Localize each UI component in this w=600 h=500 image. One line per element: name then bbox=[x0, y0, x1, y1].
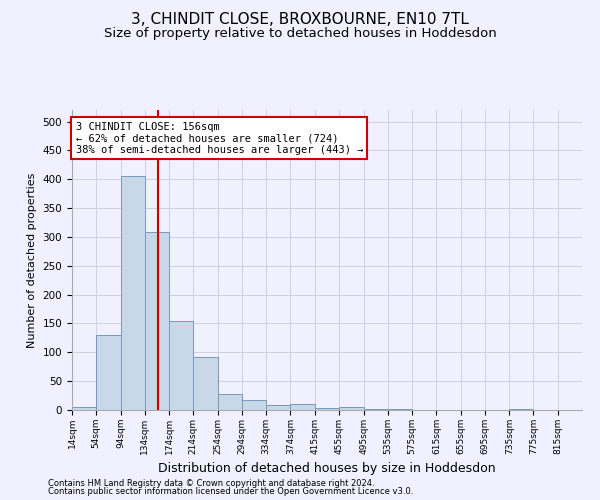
Bar bbox=[315, 408, 340, 410]
Bar bbox=[145, 232, 169, 410]
Bar bbox=[218, 394, 242, 410]
Bar bbox=[193, 357, 218, 410]
Bar bbox=[72, 407, 96, 410]
Bar bbox=[340, 407, 364, 410]
Text: Contains HM Land Registry data © Crown copyright and database right 2024.: Contains HM Land Registry data © Crown c… bbox=[48, 478, 374, 488]
X-axis label: Distribution of detached houses by size in Hoddesdon: Distribution of detached houses by size … bbox=[158, 462, 496, 475]
Bar bbox=[121, 176, 145, 410]
Text: Contains public sector information licensed under the Open Government Licence v3: Contains public sector information licen… bbox=[48, 487, 413, 496]
Bar bbox=[96, 335, 121, 410]
Bar bbox=[266, 406, 290, 410]
Text: 3 CHINDIT CLOSE: 156sqm
← 62% of detached houses are smaller (724)
38% of semi-d: 3 CHINDIT CLOSE: 156sqm ← 62% of detache… bbox=[76, 122, 363, 154]
Text: 3, CHINDIT CLOSE, BROXBOURNE, EN10 7TL: 3, CHINDIT CLOSE, BROXBOURNE, EN10 7TL bbox=[131, 12, 469, 28]
Bar bbox=[242, 400, 266, 410]
Bar bbox=[290, 404, 314, 410]
Y-axis label: Number of detached properties: Number of detached properties bbox=[27, 172, 37, 348]
Bar bbox=[169, 320, 193, 410]
Text: Size of property relative to detached houses in Hoddesdon: Size of property relative to detached ho… bbox=[104, 28, 496, 40]
